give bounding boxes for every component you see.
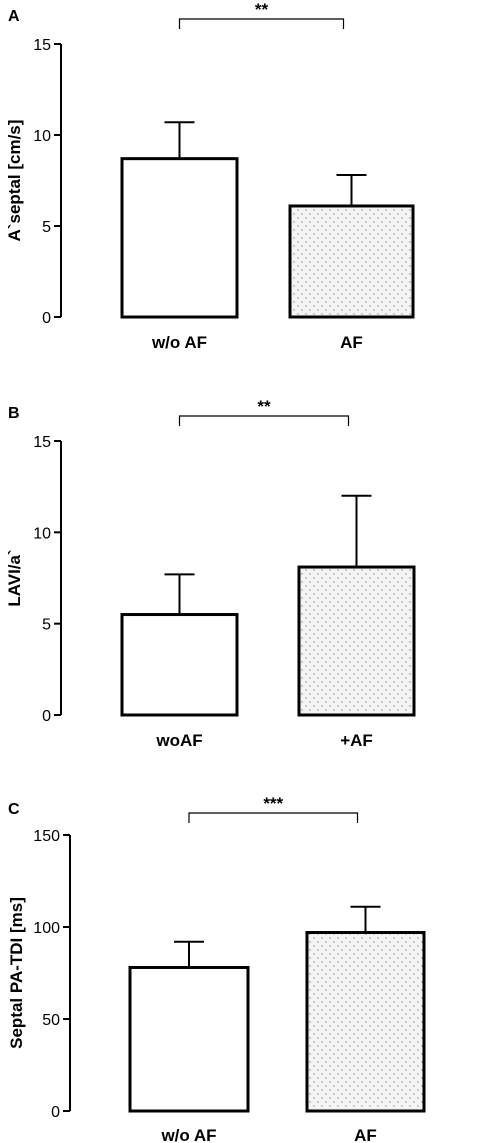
y-tick-label: 0 [51,1104,60,1121]
significance-bracket [178,415,350,426]
panel-label: B [8,405,20,422]
category-label: +AF [340,731,373,750]
chart-panel-b: B 0 5 10 15 LAVI/a` woAF +AF ** [5,397,416,750]
y-axis-label: A`septal [cm/s] [5,120,24,242]
y-tick-label: 10 [33,128,51,145]
y-tick-label: 5 [42,219,51,236]
y-axis-label: Septal PA-TDI [ms] [7,897,26,1049]
bar-af [305,931,426,1113]
y-axis-label: LAVI/a` [5,549,24,606]
category-label: AF [340,333,363,352]
significance-bracket [178,18,345,29]
y-tick-label: 0 [42,310,51,327]
panel-label: C [8,801,20,818]
y-tick-label: 10 [33,525,51,542]
significance-stars: *** [263,794,283,813]
significance-stars: ** [255,0,269,19]
bar-woaf [120,613,239,717]
bar-af [288,204,415,319]
y-tick-label: 15 [33,37,51,54]
category-label: w/o AF [160,1126,216,1143]
chart-panel-a: A 0 5 10 15 A`septal [cm/s] w/o AF AF ** [5,0,415,352]
significance-bracket [188,812,359,823]
y-tick-label: 100 [33,920,60,937]
category-label: AF [354,1126,377,1143]
y-tick-label: 50 [42,1012,60,1029]
y-tick-label: 150 [33,828,60,845]
bar-w-o-af [128,965,250,1113]
category-label: w/o AF [151,333,207,352]
significance-stars: ** [257,397,271,416]
category-label: woAF [155,731,202,750]
panel-label: A [8,8,20,25]
chart-panel-c: C 0 50 100 150 Septal PA-TDI [ms] w/o AF AF *** [7,794,426,1143]
bar-w-o-af [120,157,239,319]
bar-af [297,565,416,717]
y-tick-label: 15 [33,434,51,451]
y-tick-label: 5 [42,617,51,634]
y-tick-label: 0 [42,708,51,725]
